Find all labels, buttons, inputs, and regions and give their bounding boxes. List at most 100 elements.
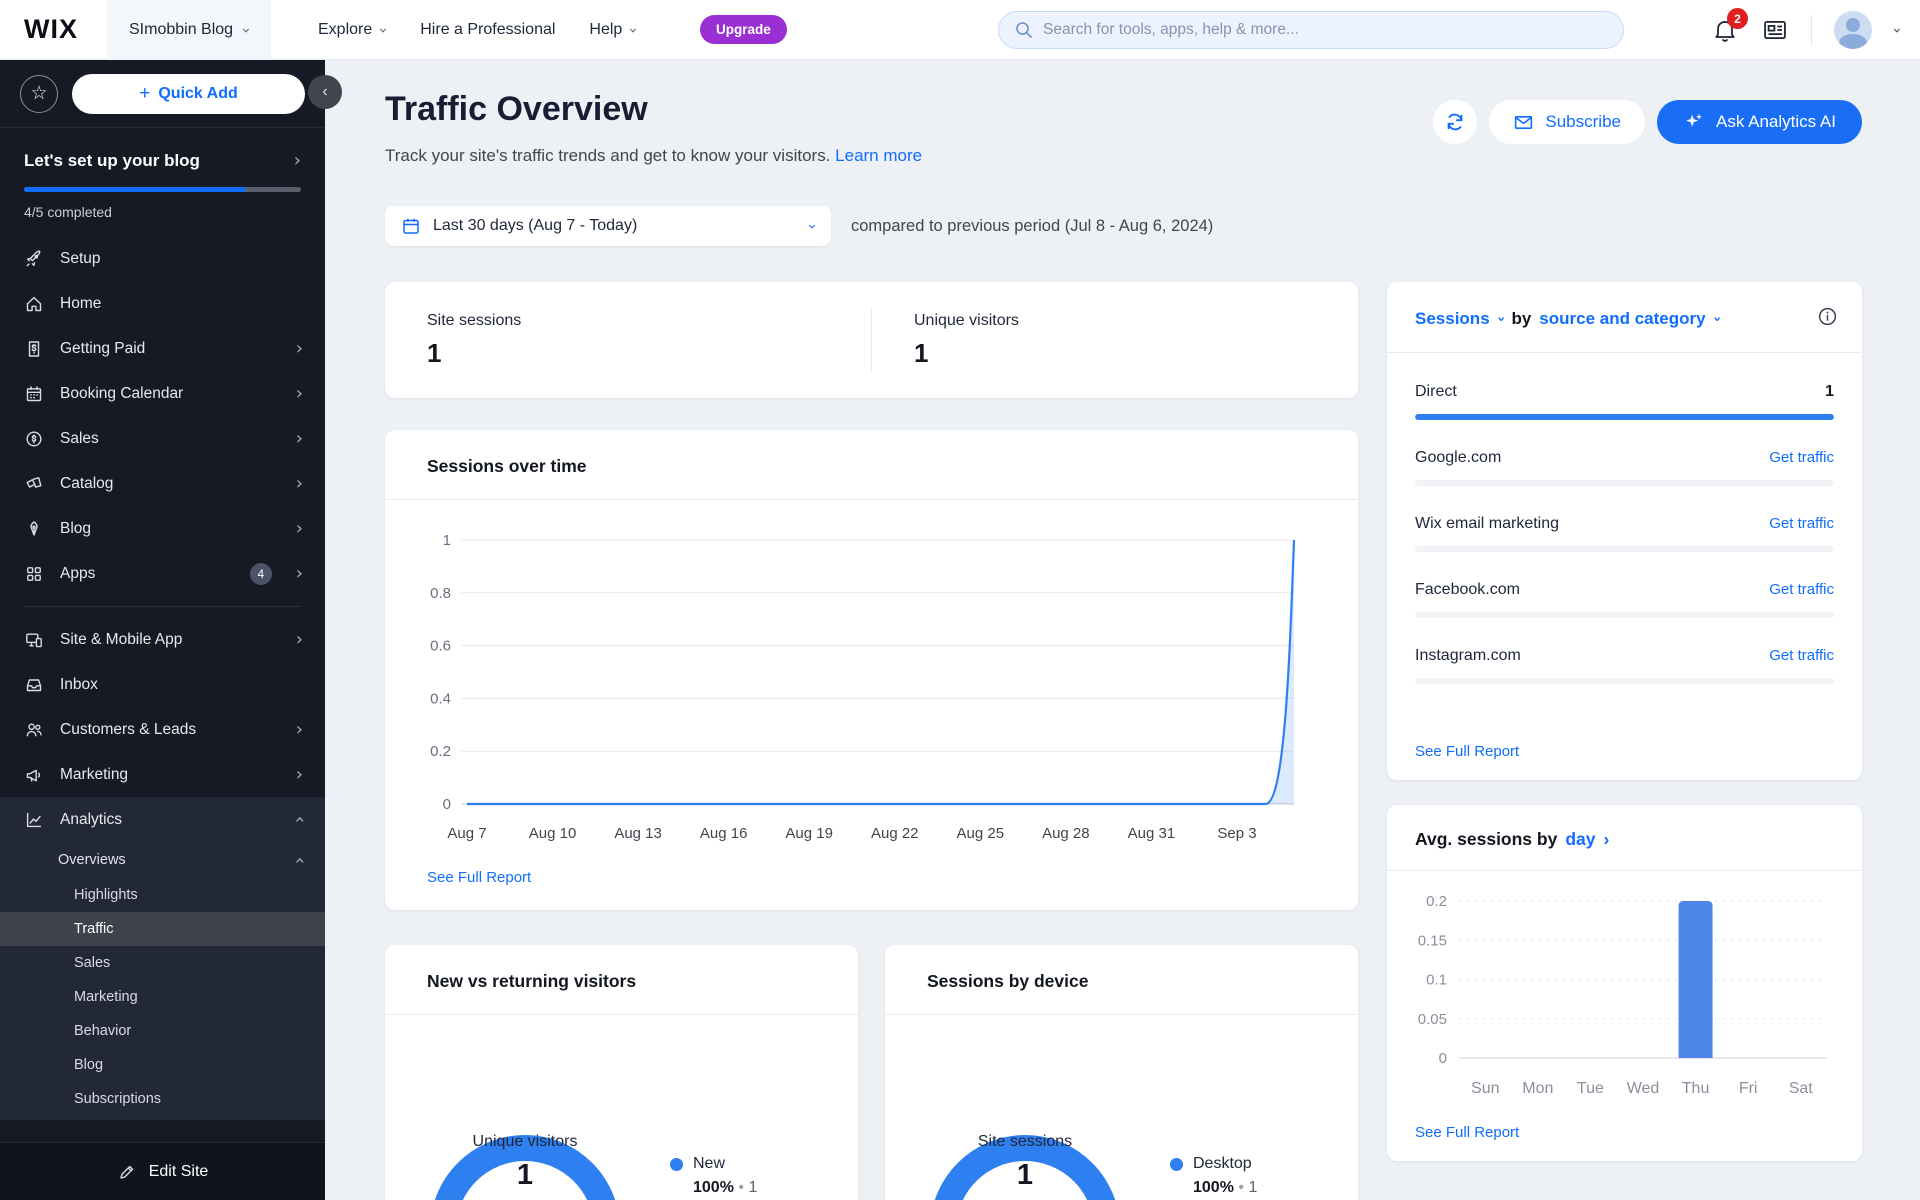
day-dropdown[interactable]: day [1565,829,1596,849]
chevron-right-icon: › [295,629,303,650]
main-content: Traffic Overview Track your site's traff… [325,60,1920,1200]
svg-text:Mon: Mon [1522,1080,1553,1097]
get-traffic-link[interactable]: Get traffic [1769,449,1834,466]
svg-text:0.8: 0.8 [430,585,451,602]
sidebar-item-analytics[interactable]: Analytics › [0,797,325,842]
search-input[interactable] [998,11,1624,49]
sidebar-item-setup[interactable]: Setup [0,236,325,281]
divider [385,1014,858,1015]
sidebar-subitem-subscriptions[interactable]: Subscriptions [74,1091,162,1107]
edit-site-button[interactable]: Edit Site [0,1142,325,1200]
catalog-icon [24,474,44,494]
upgrade-button[interactable]: Upgrade [700,15,787,44]
analytics-section: Analytics › Overviews › Highlights Traffi… [0,797,325,1120]
svg-text:0.2: 0.2 [1426,893,1447,910]
get-traffic-link[interactable]: Get traffic [1769,581,1834,598]
svg-text:0.6: 0.6 [430,638,451,655]
sidebar-subitem-behavior[interactable]: Behavior [74,1023,132,1039]
avatar[interactable] [1834,11,1872,49]
sidebar-item-catalog[interactable]: Catalog › [0,461,325,506]
svg-text:Aug 25: Aug 25 [957,825,1005,842]
svg-text:0: 0 [1439,1050,1447,1067]
sidebar-menu-primary: Setup Home Getting Paid › Booking Calend… [0,236,325,596]
learn-more-link[interactable]: Learn more [835,146,923,165]
top-nav-explore[interactable]: Explore › [318,21,393,38]
page-subtitle: Track your site's traffic trends and get… [385,146,923,165]
setup-progress-row[interactable]: Let's set up your blog › [24,150,301,171]
global-search [998,11,1624,49]
calendar-icon [24,384,44,404]
svg-text:0: 0 [443,796,451,813]
new-vs-returning-donut: Unique visitors 1 New 100% • 1 Returning… [385,1015,858,1200]
get-traffic-link[interactable]: Get traffic [1769,647,1834,664]
favorites-button[interactable]: ☆ [20,74,58,113]
chart-legend: New 100% • 1 Returning 0% • 0 [670,1155,762,1200]
svg-text:Fri: Fri [1739,1080,1758,1097]
subscribe-button[interactable]: Subscribe [1489,100,1645,144]
site-switcher[interactable]: SImobbin Blog › [107,0,272,60]
chevron-down-icon: › [374,27,393,33]
sidebar-item-overviews[interactable]: Overviews › [58,852,310,868]
analytics-subitems: Highlights Traffic Sales Marketing Behavior B… [0,878,325,1116]
analytics-icon [24,810,44,830]
panel-header: Avg. sessions by day › [1415,829,1610,849]
sidebar-item-apps[interactable]: Apps 4 › [0,551,325,596]
sidebar-item-getting-paid[interactable]: Getting Paid › [0,326,325,371]
sidebar-item-customers-leads[interactable]: Customers & Leads › [0,707,325,752]
source-bar [1415,546,1834,552]
updates-panel-icon[interactable] [1761,16,1789,44]
date-range-label: Last 30 days (Aug 7 - Today) [433,217,638,234]
svg-text:0.05: 0.05 [1418,1011,1447,1028]
ask-analytics-ai-button[interactable]: Ask Analytics AI [1657,100,1862,144]
site-name: SImobbin Blog [129,21,234,38]
sidebar-item-marketing[interactable]: Marketing › [0,752,325,797]
source-bar [1415,612,1834,618]
top-nav-hire-a-professional[interactable]: Hire a Professional [420,21,556,38]
sidebar-subitem-sales[interactable]: Sales [74,955,111,971]
dimension-dropdown[interactable]: source and category [1539,309,1706,328]
top-bar: WIX SImobbin Blog › Explore › Hire a Prof… [0,0,1920,60]
donut-ring [934,1135,1116,1200]
svg-text:Sun: Sun [1471,1080,1499,1097]
see-full-report-link[interactable]: See Full Report [1415,743,1520,760]
sidebar-item-site-mobile-app[interactable]: Site & Mobile App › [0,617,325,662]
get-traffic-link[interactable]: Get traffic [1769,515,1834,532]
legend-item-desktop: Desktop 100% • 1 [1170,1155,1257,1197]
see-full-report-link[interactable]: See Full Report [1415,1124,1520,1141]
refresh-button[interactable] [1433,100,1478,144]
metric-dropdown[interactable]: Sessions [1415,309,1490,328]
chevron-right-icon: › [295,719,303,740]
source-bar [1415,414,1834,420]
top-nav-help[interactable]: Help › [589,21,643,38]
notifications-button[interactable]: 2 [1711,8,1748,44]
getting-paid-icon [24,339,44,359]
chevron-right-icon: › [293,150,301,171]
sidebar-collapse-button[interactable]: ‹ [308,75,342,109]
search-icon [1014,20,1034,45]
date-range-dropdown[interactable]: Last 30 days (Aug 7 - Today) › [385,206,831,246]
refresh-icon [1448,113,1463,131]
device-icon [24,630,44,650]
info-icon[interactable] [1817,306,1838,332]
source-row-wix-email-marketing: Wix email marketing Get traffic [1415,515,1834,552]
svg-text:Thu: Thu [1682,1080,1710,1097]
account-chevron-icon[interactable]: › [1888,27,1907,33]
sidebar-subitem-blog[interactable]: Blog [74,1057,104,1073]
chart-legend: Desktop 100% • 1 Mobile 0% • 0 [1170,1155,1257,1200]
sidebar-subitem-marketing[interactable]: Marketing [74,989,138,1005]
sidebar-item-booking-calendar[interactable]: Booking Calendar › [0,371,325,416]
see-full-report-link[interactable]: See Full Report [427,869,532,886]
sidebar-item-home[interactable]: Home [0,281,325,326]
source-bar [1415,480,1834,486]
sidebar-item-blog[interactable]: Blog › [0,506,325,551]
sidebar-subitem-traffic[interactable]: Traffic [0,912,325,946]
sidebar-subitem-highlights[interactable]: Highlights [74,887,138,903]
sidebar-item-inbox[interactable]: Inbox [0,662,325,707]
chevron-down-icon: › [624,27,643,33]
chevron-down-icon: › [237,27,256,33]
quick-add-button[interactable]: + Quick Add [72,73,305,114]
plus-icon: + [139,82,151,104]
sidebar-item-sales[interactable]: Sales › [0,416,325,461]
megaphone-icon [24,765,44,785]
svg-text:Aug 10: Aug 10 [529,825,577,842]
